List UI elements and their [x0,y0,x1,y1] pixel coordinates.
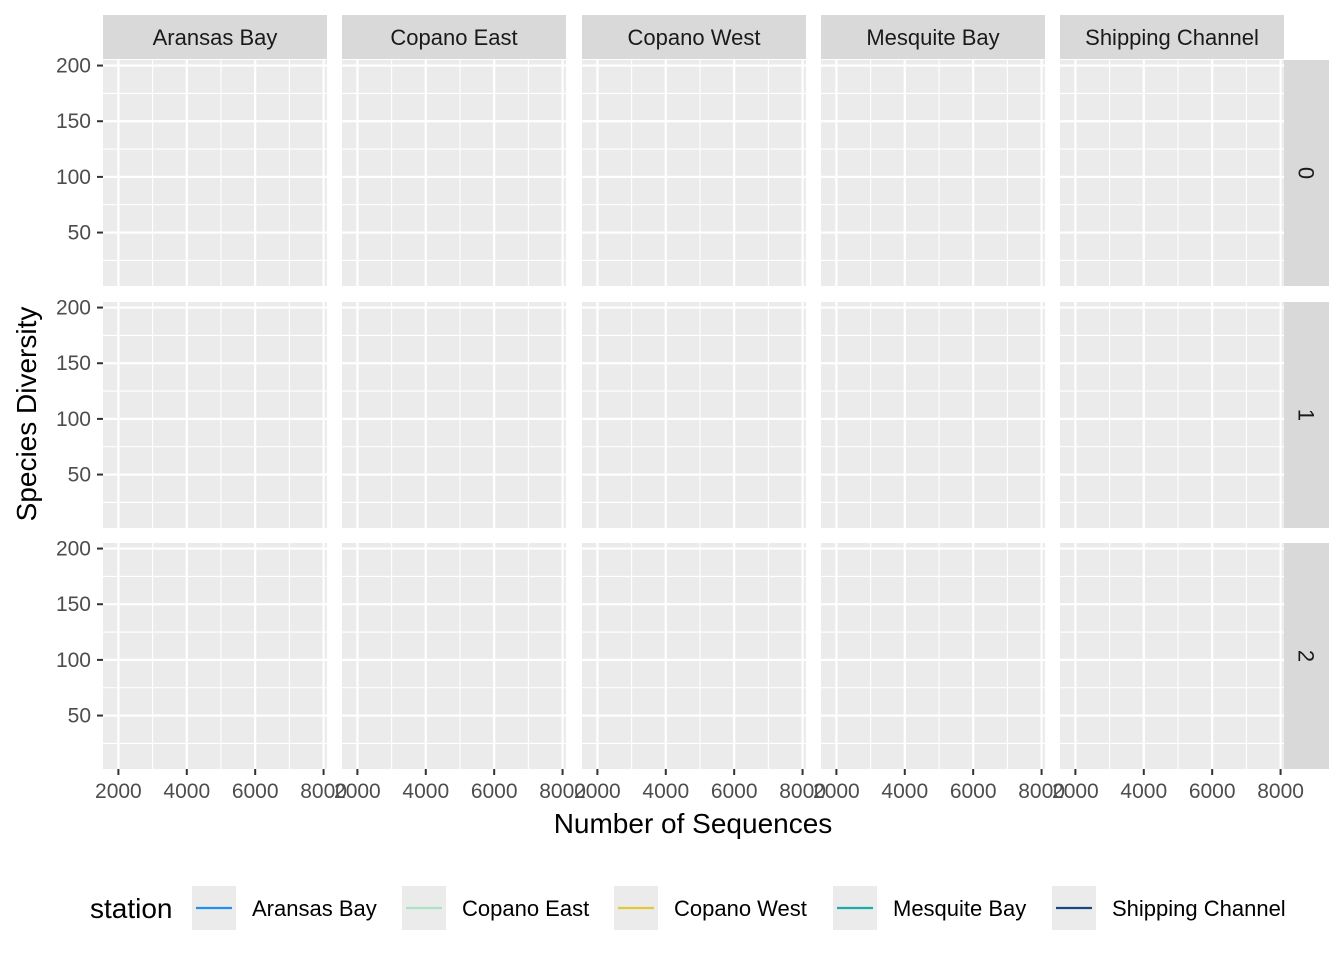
y-tick-label: 200 [56,538,91,561]
x-tick-label: 8000 [539,780,586,803]
legend-label: Mesquite Bay [893,896,1026,921]
facet-strip-row [1284,543,1329,769]
x-tick-label: 4000 [163,780,210,803]
facet-strip-label: Shipping Channel [1085,25,1259,50]
x-tick-label: 6000 [711,780,758,803]
facet-strip-column [582,15,806,59]
legend-label: Copano West [674,896,807,921]
facet-panel [342,60,566,286]
facet-panel [103,543,327,769]
y-tick-label: 150 [56,593,91,616]
x-tick-label: 4000 [642,780,689,803]
x-tick-label: 6000 [232,780,279,803]
legend-title: station [90,893,173,924]
y-tick-label: 200 [56,297,91,320]
x-tick-label: 2000 [813,780,860,803]
facet-strip-column [103,15,327,59]
facet-row-label: 1 [1294,409,1319,421]
x-tick-label: 6000 [950,780,997,803]
x-tick-label: 8000 [300,780,347,803]
y-tick-label: 50 [68,705,91,728]
x-tick-label: 4000 [402,780,449,803]
facet-panel [821,302,1045,528]
legend-label: Copano East [462,896,589,921]
y-tick-label: 100 [56,408,91,431]
legend-label: Aransas Bay [252,896,377,921]
x-tick-label: 8000 [779,780,826,803]
y-tick-label: 100 [56,166,91,189]
x-tick-label: 4000 [881,780,928,803]
x-tick-label: 2000 [574,780,621,803]
x-tick-label: 8000 [1018,780,1065,803]
x-tick-label: 2000 [95,780,142,803]
facet-strip-label: Mesquite Bay [866,25,999,50]
legend: station Aransas Bay Copano East Copano Wes… [90,886,1286,930]
y-axis-title: Species Diversity [11,307,42,522]
x-axis-title: Number of Sequences [554,808,833,839]
y-tick-label: 100 [56,649,91,672]
x-tick-label: 6000 [1189,780,1236,803]
x-tick-label: 2000 [334,780,381,803]
y-tick-label: 50 [68,464,91,487]
x-tick-label: 6000 [471,780,518,803]
facet-panel [103,302,327,528]
facet-panel [1060,302,1284,528]
facet-panel [582,60,806,286]
x-tick-label: 4000 [1120,780,1167,803]
facet-strip-column [342,15,566,59]
facet-panel [582,302,806,528]
facet-strip-label: Copano East [390,25,517,50]
facet-panel [1060,60,1284,286]
y-tick-label: 200 [56,55,91,78]
y-tick-label: 150 [56,352,91,375]
x-tick-label: 8000 [1257,780,1304,803]
legend-label: Shipping Channel [1112,896,1286,921]
x-tick-label: 2000 [1052,780,1099,803]
facet-strip-label: Copano West [628,25,761,50]
facet-panel [103,60,327,286]
facet-strip-column [1060,15,1284,59]
facet-panel [821,543,1045,769]
facet-panel [342,302,566,528]
facet-strip-label: Aransas Bay [153,25,278,50]
facet-row-label: 2 [1294,650,1319,662]
facet-panel [1060,543,1284,769]
facet-strip-column [821,15,1045,59]
facet-row-label: 0 [1294,167,1319,179]
facet-strip-row [1284,302,1329,528]
facet-panel [821,60,1045,286]
y-tick-label: 50 [68,222,91,245]
facet-panel [342,543,566,769]
y-tick-label: 150 [56,110,91,133]
facet-strip-row [1284,60,1329,286]
facet-panel [582,543,806,769]
